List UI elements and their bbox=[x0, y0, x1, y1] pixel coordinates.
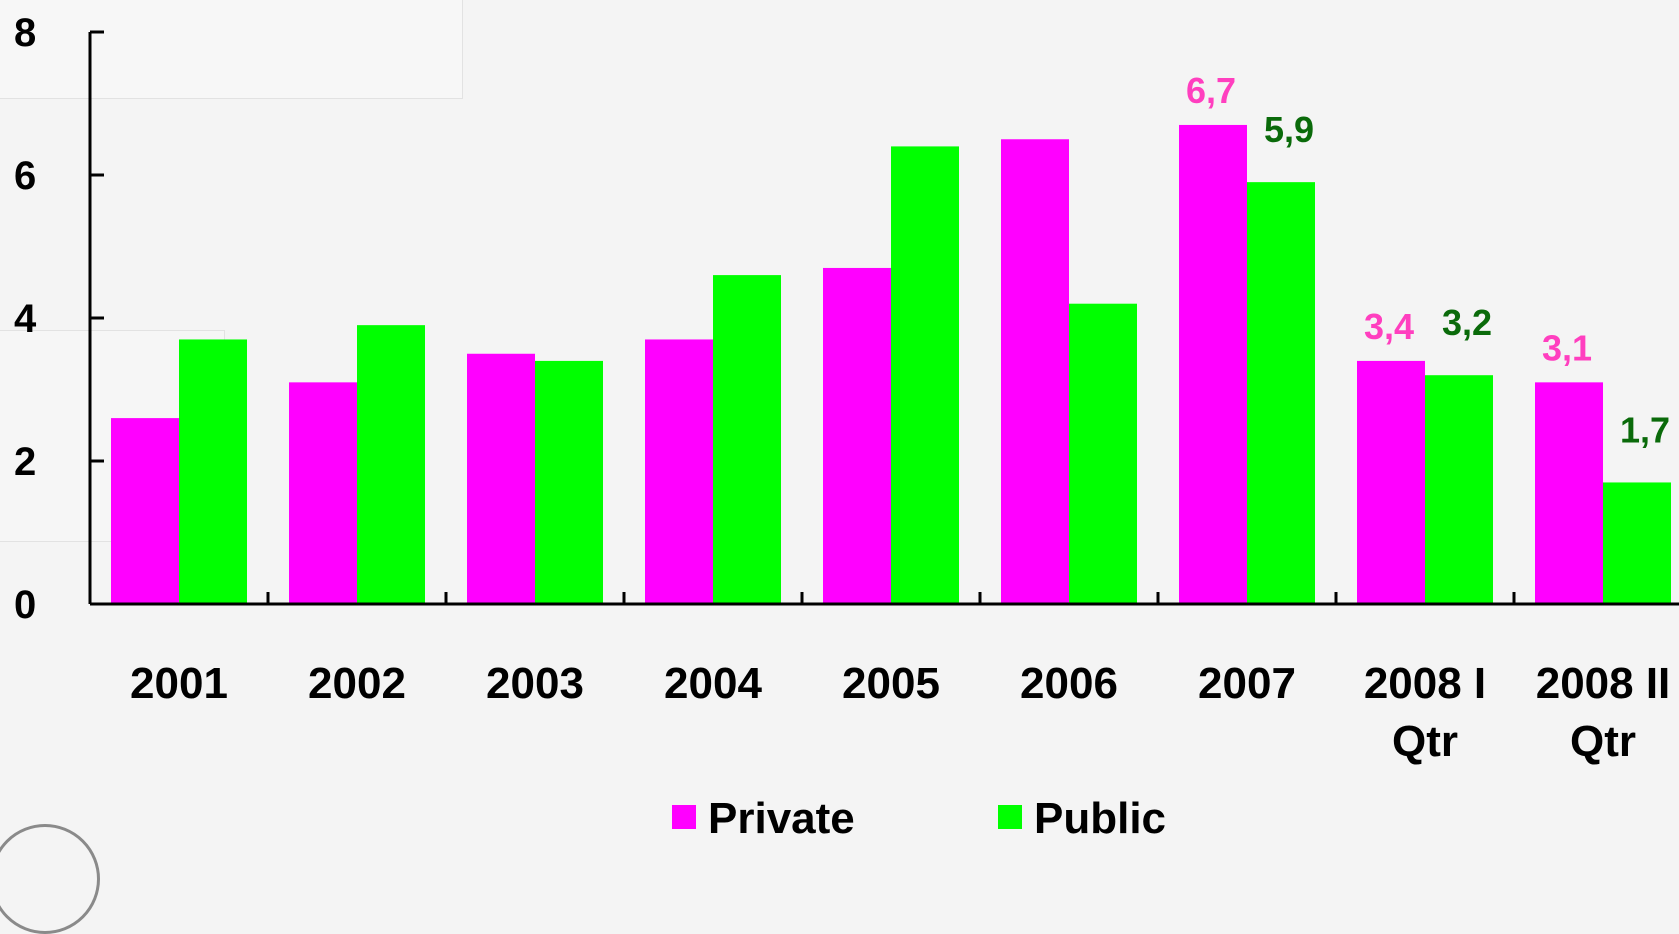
logo-seal bbox=[0, 824, 100, 934]
bar-public bbox=[1069, 303, 1137, 604]
bar-public bbox=[535, 360, 603, 604]
bar-private bbox=[289, 382, 357, 604]
x-tick-label: 2004 bbox=[664, 659, 762, 708]
data-label-private: 3,4 bbox=[1364, 306, 1414, 347]
data-label-public: 3,2 bbox=[1442, 302, 1492, 343]
legend: Private Public bbox=[672, 794, 1166, 840]
y-tick-label: 8 bbox=[14, 11, 36, 55]
bar-private bbox=[645, 339, 713, 604]
legend-swatch-public bbox=[998, 805, 1022, 829]
x-axis-tick-labels: 2001 2002 2003 2004 2005 2006 2007 2008 I Qtr 200… bbox=[130, 659, 1670, 766]
y-axis-tick-labels: 0 2 4 6 8 bbox=[14, 11, 37, 627]
x-tick-label: 2001 bbox=[130, 659, 228, 708]
x-tick-label: 2008 II Qtr bbox=[1536, 659, 1671, 766]
bar-public bbox=[891, 146, 959, 604]
x-tick-label: 2002 bbox=[308, 659, 406, 708]
background-panel bbox=[0, 0, 463, 99]
data-label-private: 6,7 bbox=[1186, 70, 1236, 111]
bar-public bbox=[357, 325, 425, 604]
bar-public bbox=[713, 275, 781, 604]
y-tick-label: 0 bbox=[14, 583, 36, 627]
bar-public bbox=[1425, 375, 1493, 604]
legend-label-private: Private bbox=[708, 794, 855, 840]
data-labels: 6,7 5,9 3,4 3,2 3,1 1,7 bbox=[1186, 70, 1670, 451]
bar-public bbox=[179, 339, 247, 604]
data-label-private: 3,1 bbox=[1542, 327, 1592, 368]
bar-public bbox=[1603, 482, 1671, 604]
bar-private bbox=[823, 267, 891, 604]
bar-series bbox=[111, 124, 1671, 604]
x-tick-label: 2003 bbox=[486, 659, 584, 708]
x-tick-label: 2005 bbox=[842, 659, 940, 708]
y-tick-label: 4 bbox=[14, 297, 37, 341]
bar-private bbox=[1001, 139, 1069, 604]
bar-private bbox=[111, 418, 179, 604]
data-label-public: 5,9 bbox=[1264, 109, 1314, 150]
y-tick-label: 6 bbox=[14, 154, 36, 198]
legend-label-public: Public bbox=[1034, 794, 1166, 840]
data-label-public: 1,7 bbox=[1620, 409, 1670, 450]
bar-private bbox=[1535, 382, 1603, 604]
bar-private bbox=[467, 353, 535, 604]
bar-public bbox=[1247, 182, 1315, 604]
x-tick-label: 2008 I Qtr bbox=[1364, 659, 1486, 766]
bar-private bbox=[1357, 360, 1425, 604]
y-tick-label: 2 bbox=[14, 440, 36, 484]
x-tick-label: 2007 bbox=[1198, 659, 1296, 708]
bar-private bbox=[1179, 124, 1247, 604]
axes bbox=[88, 30, 1679, 606]
legend-swatch-private bbox=[672, 805, 696, 829]
x-tick-label: 2006 bbox=[1020, 659, 1118, 708]
